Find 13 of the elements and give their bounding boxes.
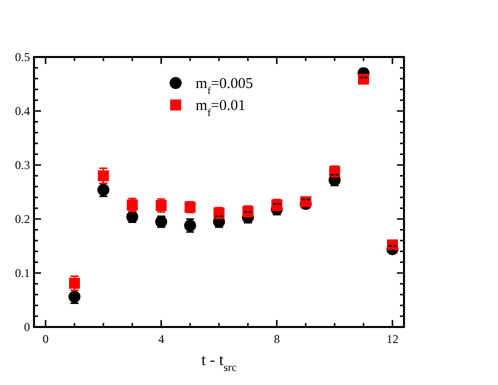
x-tick-label: 8 (274, 332, 280, 346)
y-tick-label: 0.5 (15, 50, 30, 64)
legend-label: m$_{f}$=0.005 (196, 76, 254, 96)
y-tick-label: 0 (24, 320, 30, 334)
x-tick-label: 0 (42, 332, 49, 346)
x-tick-label: 12 (386, 332, 398, 346)
x-tick-label: 4 (158, 332, 164, 346)
x-axis-title: t - t$_{src}$ (201, 352, 237, 374)
y-tick-label: 0.1 (15, 266, 30, 280)
y-tick-label: 0.2 (15, 212, 30, 226)
legend-label: m$_{f}$=0.01 (196, 98, 246, 118)
y-tick-label: 0.4 (15, 104, 30, 118)
y-tick-label: 0.3 (15, 158, 30, 172)
